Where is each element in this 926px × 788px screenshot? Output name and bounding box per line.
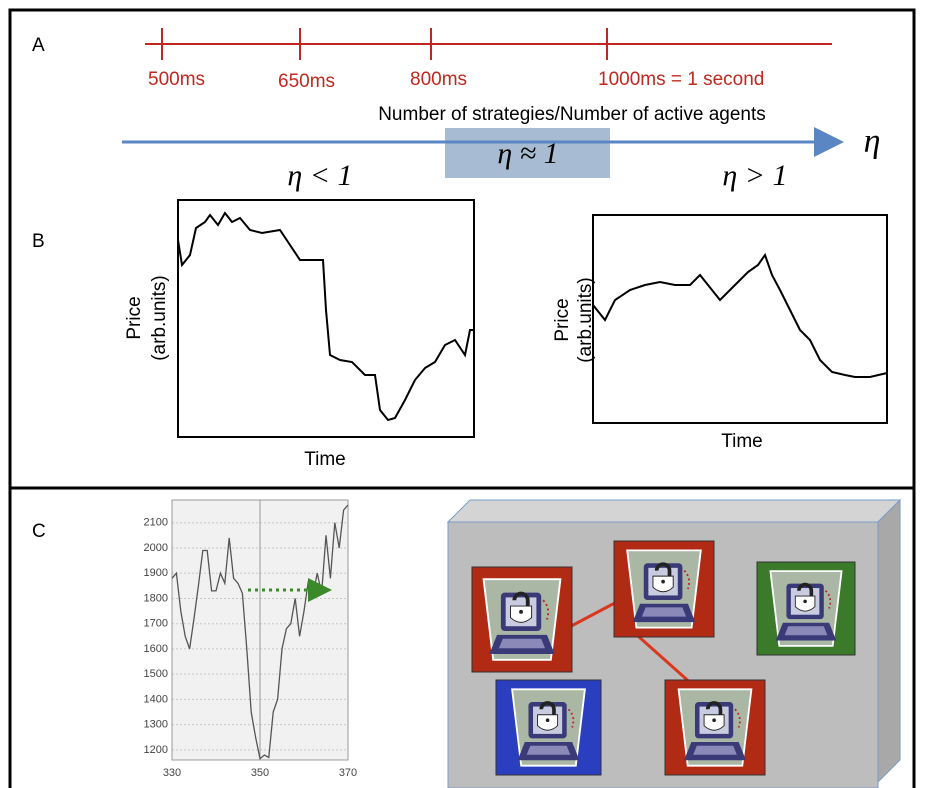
axis-label: Number of strategies/Number of active ag… [378, 104, 766, 125]
frame [8, 8, 916, 788]
x-tick-label: 350 [251, 767, 269, 779]
plot-frame [592, 214, 888, 424]
x-label: Time [721, 431, 763, 452]
agent [613, 540, 715, 638]
y-tick-label: 2100 [144, 517, 168, 529]
y-tick-label: 1900 [144, 567, 168, 579]
panel-label: C [32, 521, 46, 542]
timeline-label: 800ms [410, 69, 467, 90]
timeline-label: 1000ms = 1 second [598, 69, 764, 90]
regime-label: η < 1 [287, 159, 352, 192]
y-tick-label: 1300 [144, 719, 168, 731]
y-unit: (arb.units) [149, 275, 170, 361]
y-tick-label: 1800 [144, 592, 168, 604]
y-tick-label: 1500 [144, 668, 168, 680]
price-curve [177, 211, 474, 422]
panel-label: A [32, 35, 45, 56]
y-tick-label: 1700 [144, 618, 168, 630]
x-tick-label: 330 [163, 767, 181, 779]
box-side [877, 498, 901, 784]
axis-symbol: η [864, 123, 881, 160]
agent [756, 561, 856, 656]
y-tick-label: 1400 [144, 693, 168, 705]
agent [495, 679, 602, 776]
y-label: Price [552, 298, 573, 341]
agent [664, 679, 766, 776]
y-tick-label: 2000 [144, 542, 168, 554]
eta-box [445, 128, 610, 178]
x-tick-label: 370 [339, 767, 357, 779]
timeline-label: 500ms [148, 69, 205, 90]
regime-label: η ≈ 1 [497, 137, 558, 170]
agent [471, 566, 573, 673]
y-tick-label: 1200 [144, 744, 168, 756]
panel-label: B [32, 231, 45, 252]
y-unit: (arb.units) [575, 277, 596, 363]
regime-label: η > 1 [722, 159, 787, 192]
line-chart: 1200 1300 1400 1500 1600 1700 1800 1900 2000 2100… [144, 500, 357, 779]
timeline [145, 28, 832, 60]
y-tick-label: 1600 [144, 643, 168, 655]
timeline-label: 650ms [278, 71, 335, 92]
x-label: Time [304, 449, 346, 470]
box-top [446, 499, 902, 523]
price-curve [592, 252, 888, 378]
y-label: Price [124, 296, 145, 339]
